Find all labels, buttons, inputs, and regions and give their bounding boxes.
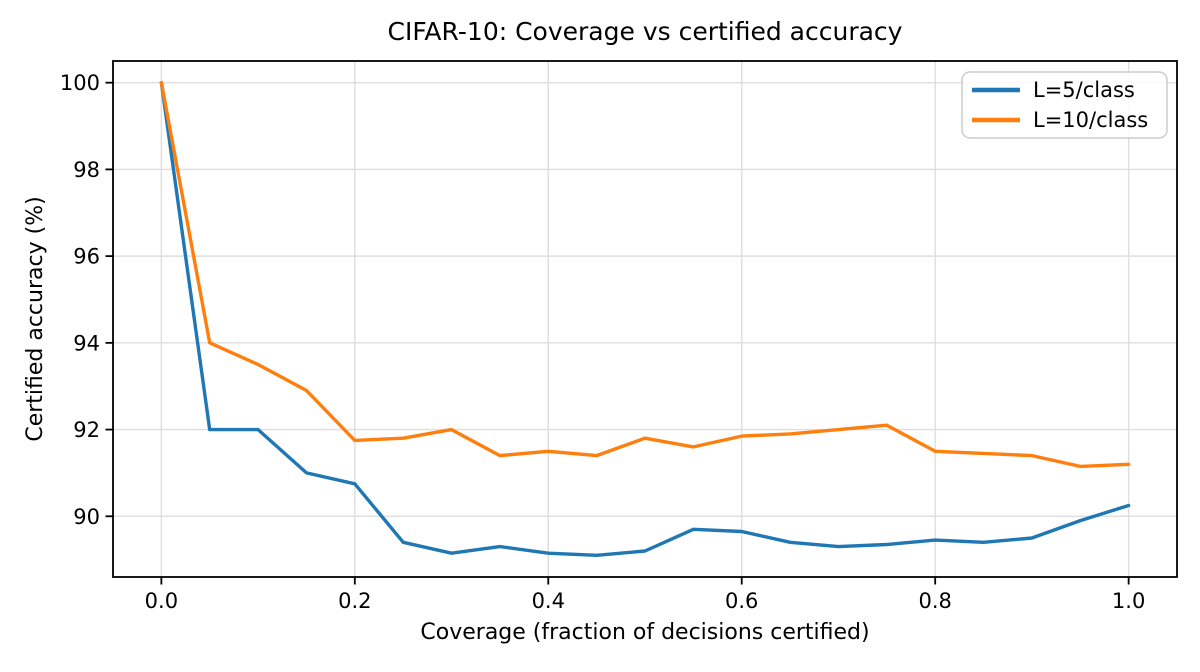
y-tick-label: 90 — [73, 505, 100, 529]
chart-title: CIFAR-10: Coverage vs certified accuracy — [388, 17, 903, 46]
axis-ticks: 0.0 0.2 0.4 0.6 0.8 1.0 90 92 94 96 98 100 — [60, 71, 1145, 613]
series-line-l-5-class — [159, 80, 1131, 557]
y-tick-label: 100 — [60, 71, 100, 95]
legend-label-l10: L=10/class — [1033, 108, 1148, 132]
x-axis-label: Coverage (fraction of decisions certifie… — [420, 620, 869, 645]
x-tick-label: 0.6 — [725, 589, 758, 613]
plot-border — [112, 60, 1178, 578]
x-tick-label: 0.2 — [338, 589, 371, 613]
x-tick-label: 1.0 — [1112, 589, 1145, 613]
series-line-l-10-class — [159, 80, 1131, 469]
x-tick-label: 0.4 — [532, 589, 565, 613]
x-tick-label: 0.8 — [918, 589, 951, 613]
legend-label-l5: L=5/class — [1033, 78, 1135, 102]
y-tick-label: 92 — [73, 418, 100, 442]
series-lines — [159, 80, 1131, 557]
y-tick-label: 96 — [73, 245, 100, 269]
y-axis-label: Certified accuracy (%) — [23, 196, 48, 441]
gridlines — [113, 61, 1177, 577]
y-tick-label: 98 — [73, 158, 100, 182]
x-tick-label: 0.0 — [145, 589, 178, 613]
legend: L=5/class L=10/class — [961, 71, 1168, 139]
y-tick-label: 94 — [73, 331, 100, 355]
